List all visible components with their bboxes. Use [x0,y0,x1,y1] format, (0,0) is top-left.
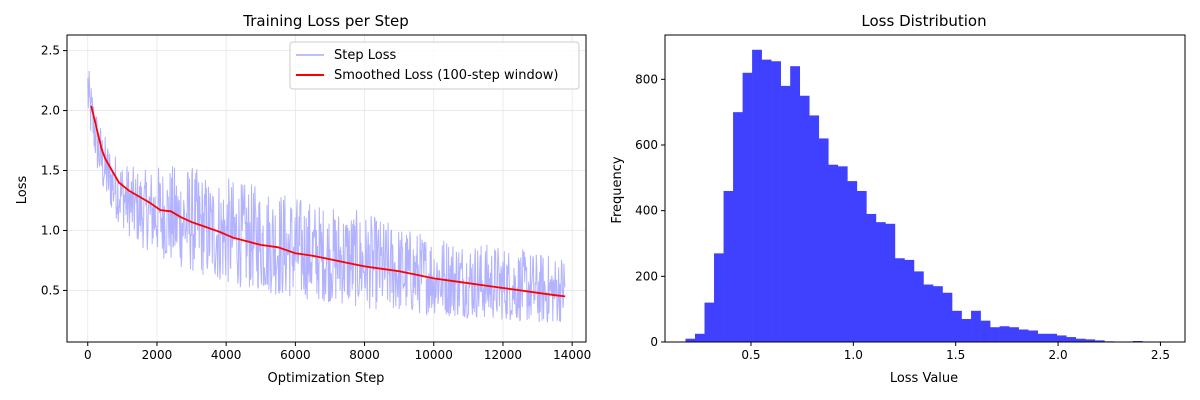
y-axis-label: Frequency [610,156,625,223]
loss-distribution-chart: Loss Distribution 0.5 1.0 1.5 2.0 2.5 0 200 400… [610,12,1186,386]
x-tick-label: 0.5 [741,348,760,362]
histogram-bar [894,258,905,342]
legend-label-step-loss: Step Loss [334,48,396,63]
histogram-bar [714,253,724,342]
histogram-bar [837,166,848,342]
y-axis-label: Loss [15,176,30,205]
x-tick-label: 0 [84,348,92,362]
y-tick-label: 0.5 [41,283,60,297]
histogram-bar [1037,333,1048,342]
x-tick-label: 1.0 [844,348,863,362]
series-layer [87,70,566,323]
plot-frame [66,34,587,343]
histogram-bar [809,115,820,342]
y-tick-label: 600 [635,138,658,152]
x-tick-label: 2.5 [1151,348,1170,362]
histogram-bar [952,310,962,342]
histogram-bar [1047,333,1058,342]
histogram-bar [913,271,924,342]
histogram-bars [685,49,1143,343]
x-axis-label: Loss Value [890,371,958,386]
x-tick-label: 6000 [280,348,311,362]
histogram-bar [1018,329,1029,342]
histogram-bar [761,59,772,342]
chart-title: Loss Distribution [861,12,986,30]
histogram-bar [771,61,781,343]
histogram-bar [866,213,877,342]
y-tick-label: 1.0 [41,223,60,237]
histogram-bar [1009,327,1019,342]
series-smoothed-loss-line [90,105,566,298]
training-loss-chart: Training Loss per Step 0 2000 4000 6000 8000… [15,12,591,386]
tick-layer: 0 2000 4000 6000 8000 10000 12000 14000 0.5 1.0 1.… [41,44,591,362]
histogram-bar [704,302,715,342]
tick-layer: 0.5 1.0 1.5 2.0 2.5 0 200 400 600 800 [635,72,1170,362]
histogram-bar [694,333,705,342]
histogram-bar [790,66,801,342]
y-tick-label: 0 [650,335,658,349]
histogram-bar [980,320,991,342]
histogram-bar [1066,337,1077,342]
histogram-bar [875,222,886,342]
histogram-bar [818,138,829,342]
histogram-bar [780,85,791,342]
y-tick-label: 2.5 [41,44,60,58]
x-tick-label: 8000 [349,348,380,362]
x-tick-label: 2.0 [1049,348,1068,362]
histogram-bar [961,319,972,342]
y-tick-label: 400 [635,204,658,218]
y-tick-label: 2.0 [41,104,60,118]
histogram-bar [799,95,810,343]
x-tick-label: 10000 [415,348,453,362]
legend-label-smoothed-loss: Smoothed Loss (100-step window) [334,68,558,83]
x-tick-label: 12000 [484,348,522,362]
legend-box [289,41,580,90]
histogram-bar [932,286,943,342]
legend: Step Loss Smoothed Loss (100-step window… [289,41,580,90]
histogram-bar [742,72,753,342]
histogram-bar [685,338,696,342]
x-tick-label: 2000 [142,348,173,362]
histogram-bar [856,190,867,342]
histogram-bar [942,292,953,342]
series-step-loss-line [87,70,566,323]
histogram-bar [733,112,743,342]
histogram-bar [885,223,896,342]
plot-frame [664,34,1186,343]
histogram-bar [999,326,1010,342]
histogram-bar [828,164,839,342]
histogram-bar [990,327,1000,342]
y-tick-label: 200 [635,269,658,283]
histogram-bar [904,259,915,342]
x-tick-label: 4000 [211,348,242,362]
histogram-bar [1056,335,1067,342]
x-axis-label: Optimization Step [268,371,385,386]
x-tick-label: 1.5 [946,348,965,362]
histogram-bar [1028,330,1038,342]
histogram-bar [1094,340,1105,342]
histogram-bar [1075,338,1086,342]
histogram-bar [723,190,734,342]
histogram-bar [752,49,762,342]
y-tick-label: 1.5 [41,164,60,178]
x-tick-label: 14000 [553,348,591,362]
histogram-bar [923,284,934,342]
histogram-bar [971,310,981,342]
y-tick-label: 800 [635,72,658,86]
histogram-bar [847,181,858,342]
histogram-bar [1085,339,1096,342]
chart-title: Training Loss per Step [242,12,408,30]
